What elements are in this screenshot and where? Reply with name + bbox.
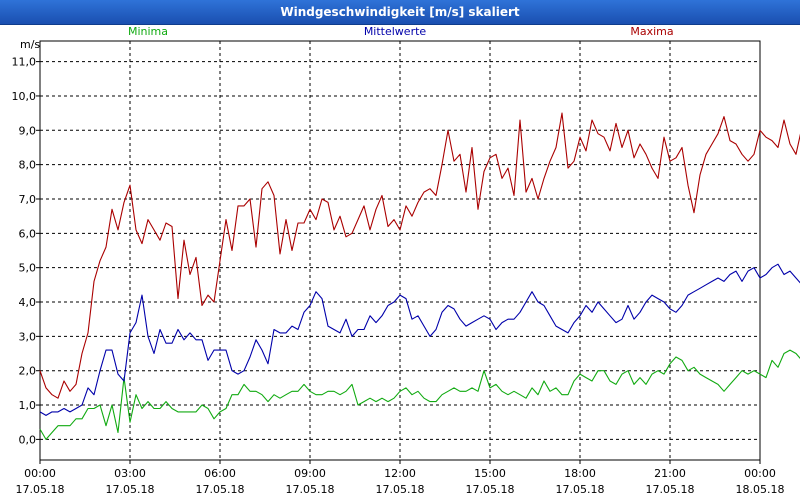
y-axis-ticks: 0,0 1,0 2,0 3,0 4,0 5,0 6,0 7,0 8,0 9,0 10,0 11,0 bbox=[12, 56, 40, 446]
window-title: Windgeschwindigkeit [m/s] skaliert bbox=[280, 5, 520, 19]
y-tick-label: 2,0 bbox=[19, 365, 37, 378]
x-tick-date: 17.05.18 bbox=[106, 483, 155, 496]
y-tick-label: 5,0 bbox=[19, 262, 37, 275]
y-tick-label: 3,0 bbox=[19, 330, 37, 343]
x-tick-time: 21:00 bbox=[654, 467, 686, 480]
y-axis-label: m/s bbox=[20, 38, 40, 51]
x-tick-date: 17.05.18 bbox=[16, 483, 65, 496]
x-tick-date: 17.05.18 bbox=[286, 483, 335, 496]
grid bbox=[40, 41, 760, 460]
x-tick-date: 17.05.18 bbox=[196, 483, 245, 496]
y-tick-label: 4,0 bbox=[19, 296, 37, 309]
x-tick-time: 03:00 bbox=[114, 467, 146, 480]
x-tick-time: 12:00 bbox=[384, 467, 416, 480]
series-line-minima bbox=[39, 349, 800, 440]
x-tick-date: 17.05.18 bbox=[376, 483, 425, 496]
y-tick-label: 10,0 bbox=[12, 90, 37, 103]
legend-minima: Minima bbox=[128, 25, 168, 38]
window-titlebar: Windgeschwindigkeit [m/s] skaliert bbox=[0, 0, 800, 25]
x-tick-time: 15:00 bbox=[474, 467, 506, 480]
x-tick-date: 17.05.18 bbox=[646, 483, 695, 496]
x-tick-time: 06:00 bbox=[204, 467, 236, 480]
series bbox=[39, 112, 800, 440]
x-tick-date: 18.05.18 bbox=[736, 483, 785, 496]
y-tick-label: 7,0 bbox=[19, 193, 37, 206]
series-line-mittelwerte bbox=[39, 263, 800, 416]
x-tick-time: 09:00 bbox=[294, 467, 326, 480]
y-tick-label: 9,0 bbox=[19, 124, 37, 137]
x-tick-time: 00:00 bbox=[24, 467, 56, 480]
legend-maxima: Maxima bbox=[630, 25, 673, 38]
legend: Minima Mittelwerte Maxima bbox=[128, 25, 674, 38]
x-tick-time: 00:00 bbox=[744, 467, 776, 480]
y-tick-label: 11,0 bbox=[12, 56, 37, 69]
legend-mittelwerte: Mittelwerte bbox=[364, 25, 427, 38]
series-line-maxima bbox=[39, 112, 800, 399]
x-tick-date: 17.05.18 bbox=[556, 483, 605, 496]
y-tick-label: 6,0 bbox=[19, 227, 37, 240]
x-tick-date: 17.05.18 bbox=[466, 483, 515, 496]
wind-speed-chart: 0,0 1,0 2,0 3,0 4,0 5,0 6,0 7,0 8,0 9,0 10,0 11,0 0… bbox=[12, 25, 800, 496]
x-tick-time: 18:00 bbox=[564, 467, 596, 480]
y-tick-label: 1,0 bbox=[19, 399, 37, 412]
y-tick-label: 8,0 bbox=[19, 159, 37, 172]
y-tick-label: 0,0 bbox=[19, 433, 37, 446]
x-axis-ticks: 00:00 17.05.18 03:00 17.05.18 06:00 17.05.18 0… bbox=[16, 460, 785, 496]
